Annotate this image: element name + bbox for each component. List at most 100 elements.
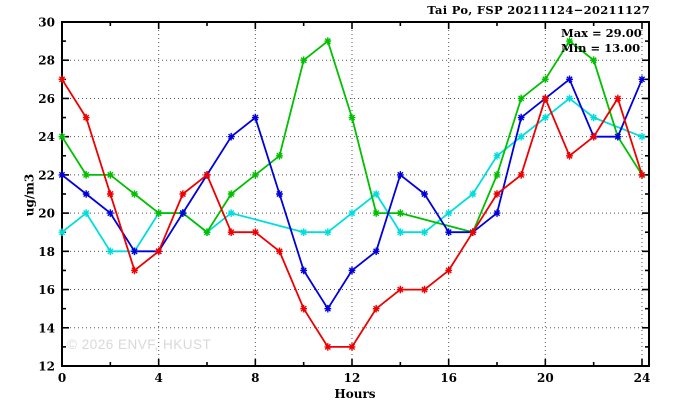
y-tick-label: 18 [38,245,55,259]
x-tick-label: 24 [634,371,651,385]
red-line-marker [58,75,66,84]
blue-line-marker [396,171,404,179]
cyan-line-marker [396,228,404,237]
green-line-marker [82,171,90,179]
red-line-marker [251,228,259,237]
green-line-marker [276,151,283,160]
red-line-marker [179,190,187,198]
red-line-marker [396,285,404,294]
red-line-marker [517,171,525,179]
max-min-annotation: Max = 29.00 Min = 13.00 [561,26,642,56]
cyan-line-marker [566,94,573,103]
cyan-line-marker [324,228,332,237]
green-line-marker [324,37,332,45]
cyan-line-marker [300,228,308,237]
red-line-marker [348,343,356,351]
max-annotation: Max = 29.00 [561,26,642,40]
blue-line-marker [58,171,66,179]
blue-line-marker [445,228,453,237]
cyan-line-marker [469,190,477,198]
red-line-marker [541,94,549,103]
min-annotation: Min = 13.00 [561,41,641,55]
green-line-marker [396,209,404,217]
cyan-line-marker [590,113,598,122]
cyan-line-marker [541,113,549,122]
blue-line-marker [372,247,380,256]
y-tick-label: 22 [38,168,55,182]
red-line-marker [590,132,598,141]
y-tick-label: 30 [38,16,55,30]
green-line-marker [203,228,211,237]
green-line-marker [58,132,66,141]
blue-line-marker [179,209,187,217]
red-line-marker [82,113,90,122]
red-line-marker [324,343,332,351]
green-line-marker [155,209,163,217]
x-tick-label: 20 [537,371,554,385]
blue-line-marker [421,190,428,198]
cyan-line-marker [493,151,501,160]
cyan-line-marker [348,209,356,217]
green-line-marker [590,56,598,65]
green-line-marker [517,94,525,103]
green-line-marker [131,190,138,198]
blue-line-marker [251,113,259,122]
cyan-line-marker [421,228,428,237]
cyan-line-marker [58,228,66,237]
x-tick-label: 8 [251,371,259,385]
blue-line-marker [276,190,283,198]
y-tick-label: 24 [38,130,55,144]
blue-line-marker [614,132,622,141]
cyan-line-marker [106,247,114,256]
cyan-line-marker [638,132,646,141]
x-tick-label: 16 [440,371,457,385]
watermark: © 2026 ENVF, HKUST [67,337,212,352]
red-line-marker [106,190,114,198]
red-line-marker [155,247,163,256]
x-axis-label: Hours [334,387,376,401]
x-tick-label: 4 [154,371,162,385]
y-axis-label: ug/m3 [22,173,37,217]
red-line-marker [493,190,501,198]
green-line-marker [372,209,380,217]
green-line-marker [493,171,501,179]
red-line-marker [227,228,235,237]
red-line-marker [421,285,428,294]
green-line-marker [541,75,549,84]
blue-line-marker [131,247,138,256]
cyan-line [61,97,643,253]
blue-line-marker [227,132,235,141]
red-line-marker [203,171,211,179]
blue-line-marker [493,209,501,217]
green-line-marker [227,190,235,198]
green-line-marker [566,37,573,45]
red-line-marker [614,94,622,103]
y-tick-label: 12 [38,360,55,374]
blue-line-marker [566,75,573,84]
red-line-marker [445,266,453,275]
red-line-marker [300,304,308,313]
red-line-marker [131,266,138,275]
blue-line-marker [106,209,114,217]
x-tick-label: 0 [58,371,66,385]
cyan-line-marker [82,209,90,217]
chart-title: Tai Po, FSP 20211124−20211127 [427,3,650,17]
blue-line-marker [638,75,646,84]
red-line-marker [566,151,573,160]
red-line-marker [372,304,380,313]
green-line-marker [251,171,259,179]
y-tick-label: 14 [38,321,55,335]
y-tick-label: 16 [38,283,55,297]
blue-line-marker [300,266,308,275]
y-tick-label: 26 [38,92,55,106]
green-line-marker [106,171,114,179]
blue-line-marker [517,113,525,122]
cyan-line-marker [445,209,453,217]
red-line-marker [469,228,477,237]
plot-border [61,21,650,367]
cyan-line-marker [372,190,380,198]
green-line-marker [348,113,356,122]
cyan-line-marker [227,209,235,217]
